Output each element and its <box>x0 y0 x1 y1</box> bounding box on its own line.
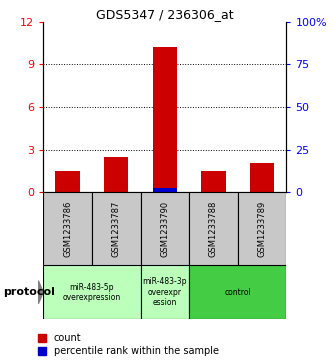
Text: GSM1233788: GSM1233788 <box>209 200 218 257</box>
Text: GSM1233786: GSM1233786 <box>63 200 72 257</box>
Bar <box>189 265 286 319</box>
Polygon shape <box>38 281 43 304</box>
Bar <box>43 192 92 265</box>
Text: GSM1233790: GSM1233790 <box>160 201 169 257</box>
Text: protocol: protocol <box>3 287 55 297</box>
Bar <box>238 192 286 265</box>
Bar <box>189 192 238 265</box>
Text: GSM1233787: GSM1233787 <box>112 200 121 257</box>
Title: GDS5347 / 236306_at: GDS5347 / 236306_at <box>96 8 234 21</box>
Bar <box>104 157 129 192</box>
Text: GSM1233789: GSM1233789 <box>257 201 267 257</box>
Bar <box>92 192 141 265</box>
Text: miR-483-5p
overexpression: miR-483-5p overexpression <box>63 282 121 302</box>
Bar <box>55 171 80 192</box>
Text: miR-483-3p
overexpr
ession: miR-483-3p overexpr ession <box>143 277 187 307</box>
Bar <box>201 171 226 192</box>
Bar <box>43 265 141 319</box>
Text: control: control <box>224 288 251 297</box>
Bar <box>141 192 189 265</box>
Bar <box>153 188 177 192</box>
Legend: count, percentile rank within the sample: count, percentile rank within the sample <box>38 333 219 356</box>
Bar <box>141 265 189 319</box>
Bar <box>153 48 177 192</box>
Bar <box>250 163 274 192</box>
